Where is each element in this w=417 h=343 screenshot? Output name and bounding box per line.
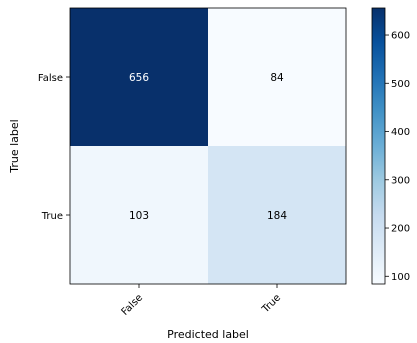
heatmap-cells: 656 84 103 184 [70, 8, 346, 284]
colorbar [372, 8, 385, 284]
y-tick-label: True [41, 211, 63, 222]
plot-frame [69, 7, 347, 285]
heatmap-cell-1-0 [70, 146, 208, 284]
colorbar-tick-label: 200 [391, 224, 410, 235]
y-axis-ticks: False True [38, 73, 70, 222]
x-tick-label: True [260, 292, 284, 316]
heatmap-cell-1-1 [208, 146, 346, 284]
cell-value-label-1-0: 103 [129, 210, 149, 222]
cell-value-label-1-1: 184 [267, 210, 287, 222]
colorbar-tick-label: 500 [391, 79, 410, 90]
heatmap-cell-0-0 [70, 8, 208, 146]
colorbar-tick-label: 100 [391, 272, 410, 283]
cell-value-label-0-0: 656 [129, 72, 149, 84]
colorbar-tick-label: 400 [391, 127, 410, 138]
y-axis-label: True label [8, 119, 21, 173]
x-axis-label: Predicted label [167, 328, 249, 341]
colorbar-frame [371, 7, 386, 285]
colorbar-tick-label: 300 [391, 175, 410, 186]
colorbar-tick-label: 600 [391, 31, 410, 42]
x-tick-label: False [120, 292, 146, 318]
x-axis-ticks: False True [120, 284, 284, 318]
colorbar-ticks: 100 200 300 400 500 600 [385, 31, 410, 283]
heatmap-cell-0-1 [208, 8, 346, 146]
y-tick-label: False [38, 73, 63, 84]
cell-value-label-0-1: 84 [270, 72, 284, 84]
